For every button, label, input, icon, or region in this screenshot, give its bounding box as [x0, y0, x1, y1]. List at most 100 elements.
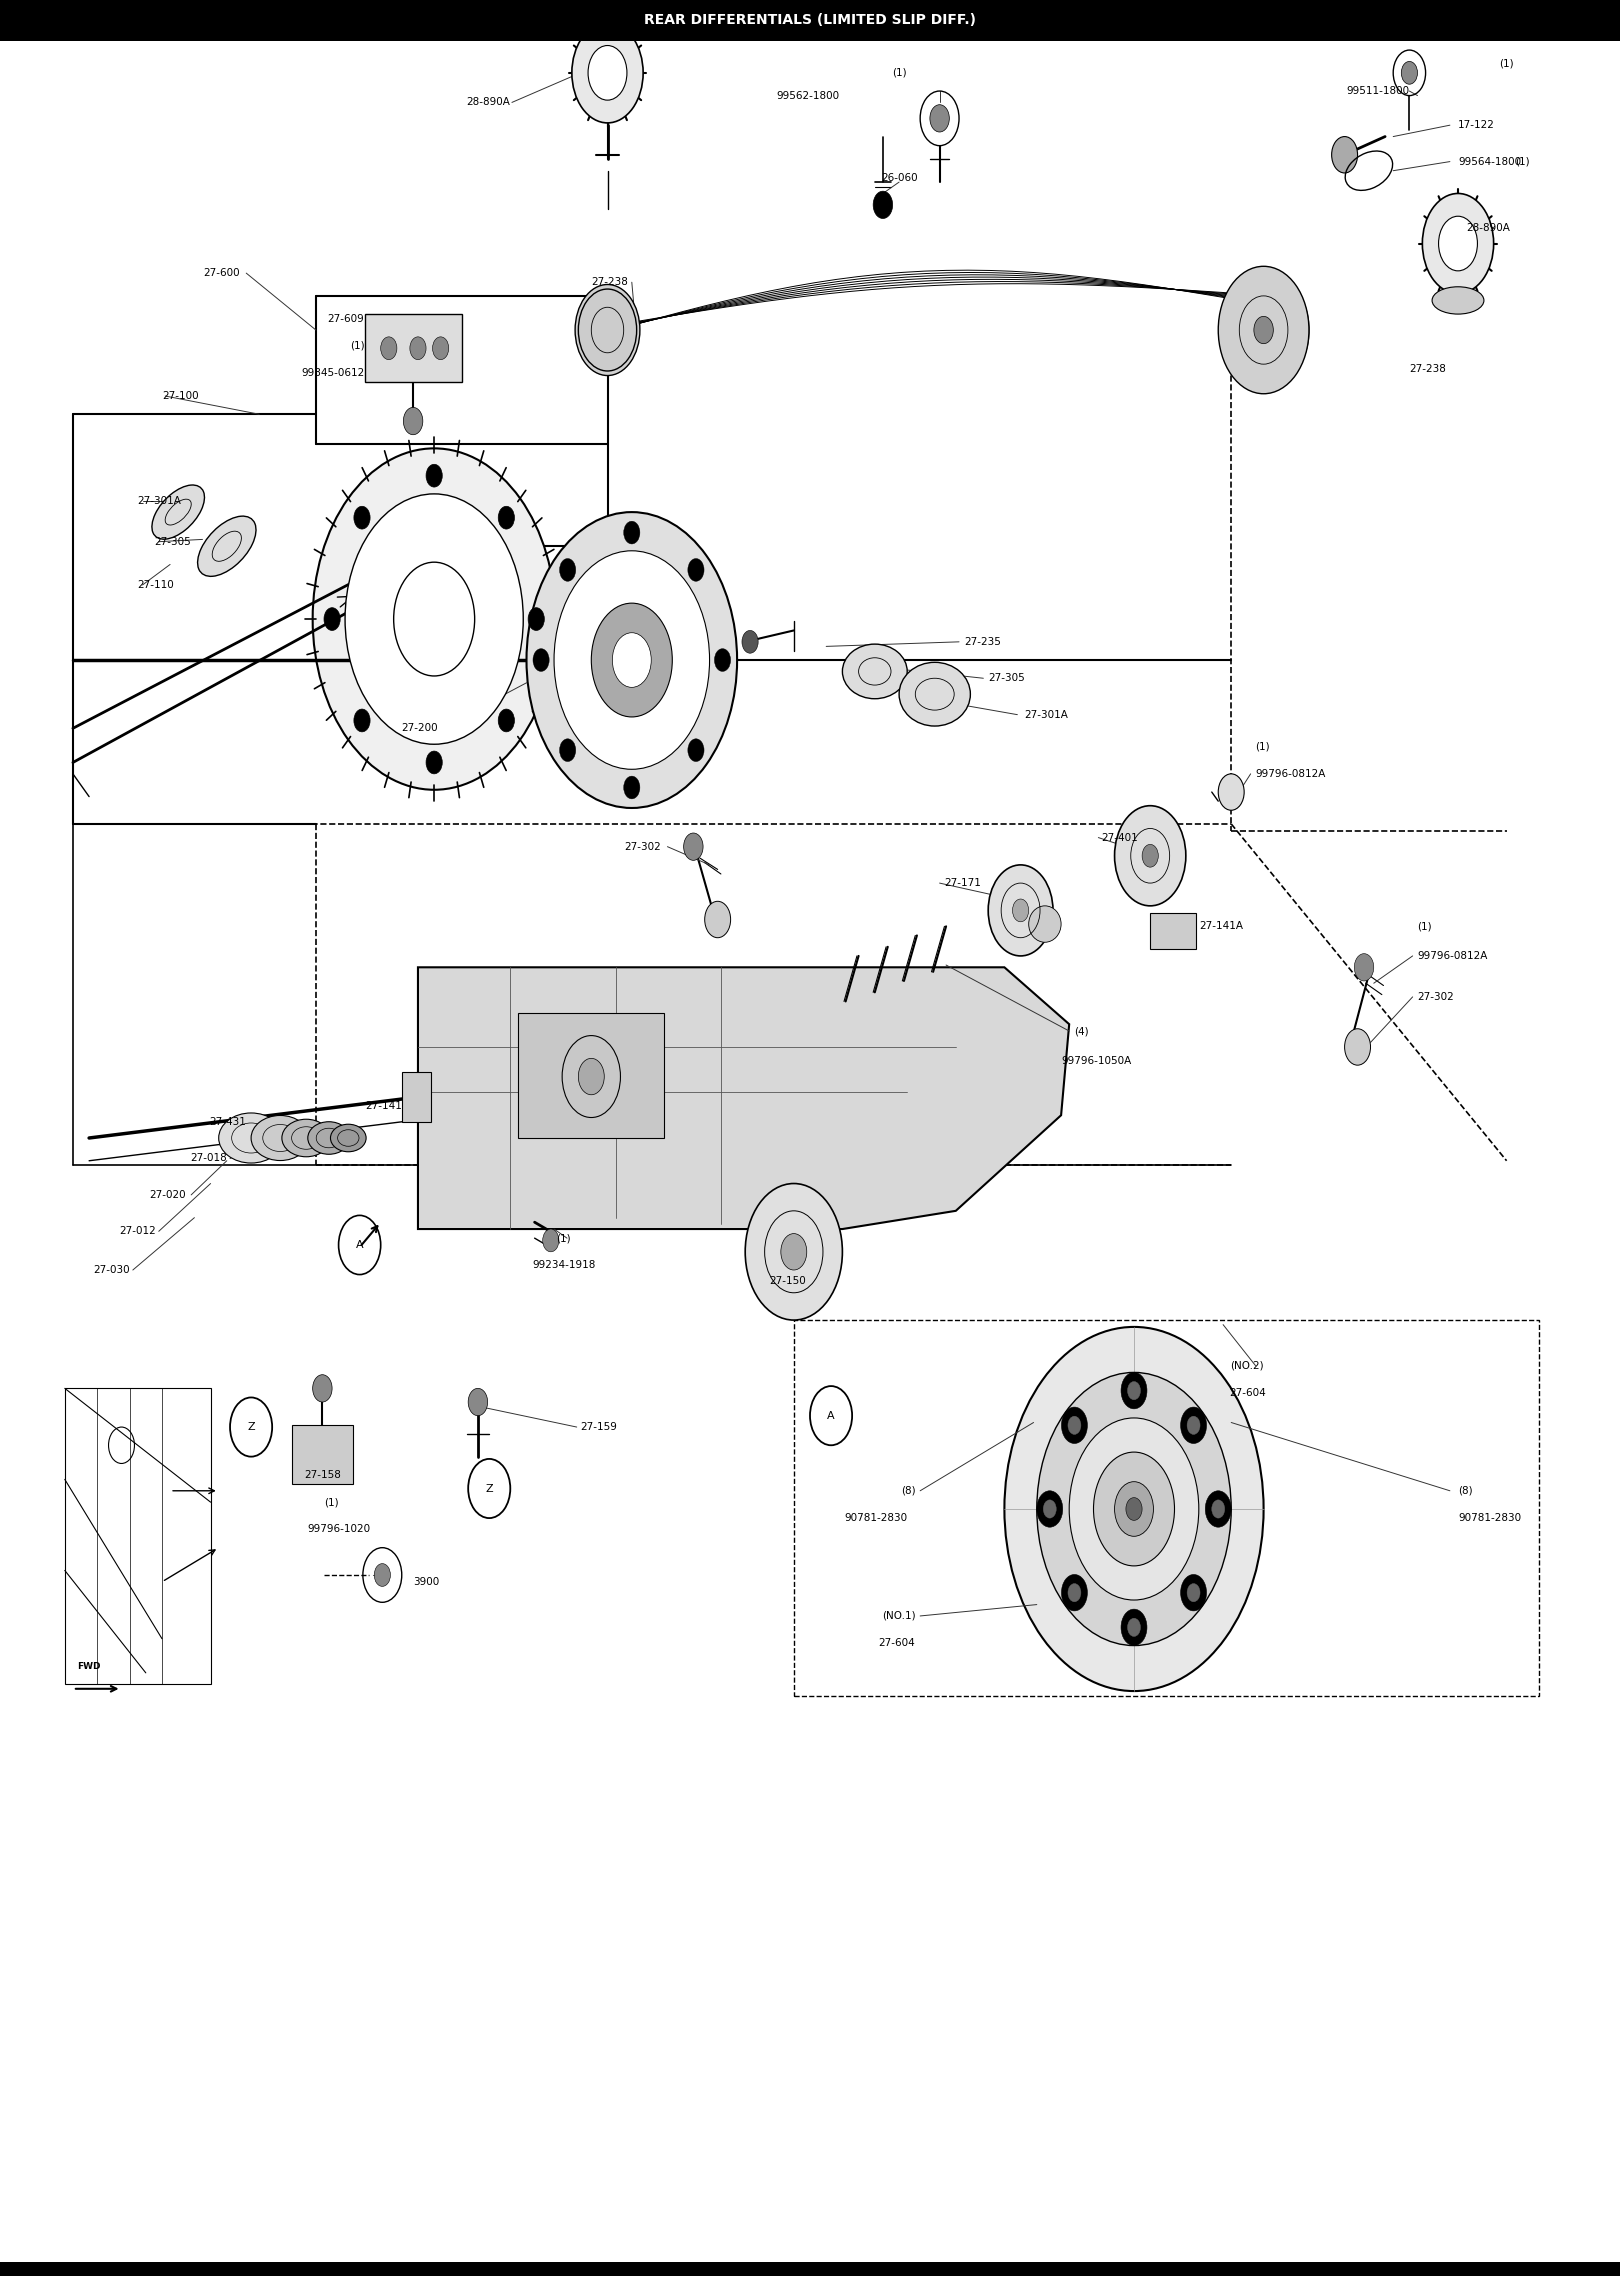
Text: 27-100: 27-100 [162, 391, 199, 401]
Text: 27-200: 27-200 [400, 724, 437, 733]
Circle shape [1439, 216, 1477, 271]
Text: (1): (1) [1256, 742, 1270, 751]
Text: 28-890A: 28-890A [1466, 223, 1510, 232]
Bar [1150, 913, 1196, 949]
Circle shape [1205, 1491, 1231, 1527]
Ellipse shape [899, 662, 970, 726]
Circle shape [1218, 774, 1244, 810]
Circle shape [543, 1229, 559, 1252]
Text: 27-305: 27-305 [154, 537, 191, 546]
Ellipse shape [282, 1120, 330, 1156]
Bar [518, 1013, 664, 1138]
Circle shape [528, 608, 544, 630]
Text: 26-060: 26-060 [881, 173, 917, 182]
Text: (4): (4) [1074, 1026, 1089, 1036]
Text: (1): (1) [350, 341, 364, 351]
Text: (1): (1) [1418, 922, 1432, 931]
Text: 27-600: 27-600 [202, 269, 240, 278]
Circle shape [313, 1375, 332, 1402]
Circle shape [1126, 1498, 1142, 1520]
Text: 28-890A: 28-890A [467, 98, 510, 107]
Circle shape [381, 337, 397, 360]
Bar [794, 1320, 1539, 1696]
Circle shape [499, 710, 515, 733]
Circle shape [1121, 1609, 1147, 1646]
Text: 99845-0612: 99845-0612 [301, 369, 364, 378]
Circle shape [324, 608, 340, 630]
Circle shape [781, 1234, 807, 1270]
Circle shape [1212, 1500, 1225, 1518]
Circle shape [1354, 954, 1374, 981]
Text: 27-238: 27-238 [1409, 364, 1447, 373]
Circle shape [499, 505, 515, 528]
Circle shape [1254, 316, 1273, 344]
Circle shape [1069, 1418, 1199, 1600]
Polygon shape [65, 1388, 211, 1684]
Circle shape [1061, 1575, 1087, 1611]
Ellipse shape [251, 1115, 309, 1161]
Text: 99796-1020: 99796-1020 [308, 1525, 371, 1534]
Text: 17-122: 17-122 [1458, 121, 1495, 130]
Circle shape [433, 337, 449, 360]
Text: 27-301A: 27-301A [1024, 710, 1068, 719]
Ellipse shape [308, 1122, 350, 1154]
Circle shape [688, 558, 705, 580]
Circle shape [578, 1058, 604, 1095]
Text: 99234-1918: 99234-1918 [531, 1261, 596, 1270]
Text: REAR DIFFERENTIALS (LIMITED SLIP DIFF.): REAR DIFFERENTIALS (LIMITED SLIP DIFF.) [645, 14, 975, 27]
Ellipse shape [330, 1124, 366, 1152]
Text: A: A [828, 1411, 834, 1420]
Circle shape [410, 337, 426, 360]
Circle shape [1187, 1584, 1200, 1602]
Text: (1): (1) [891, 68, 907, 77]
Text: 27-609: 27-609 [327, 314, 364, 323]
Circle shape [468, 1388, 488, 1416]
Text: 27-110: 27-110 [138, 580, 175, 589]
Circle shape [526, 512, 737, 808]
Circle shape [554, 551, 710, 769]
Circle shape [688, 740, 705, 762]
Text: Z: Z [486, 1484, 492, 1493]
Text: 27-030: 27-030 [92, 1265, 130, 1275]
Text: 27-141: 27-141 [364, 1102, 402, 1111]
Circle shape [1128, 1618, 1140, 1636]
Circle shape [988, 865, 1053, 956]
Circle shape [353, 505, 369, 528]
Circle shape [572, 23, 643, 123]
Text: 3900: 3900 [413, 1577, 439, 1586]
Text: 90781-2830: 90781-2830 [844, 1514, 907, 1523]
Text: 27-020: 27-020 [149, 1190, 186, 1199]
Circle shape [742, 630, 758, 653]
Circle shape [1043, 1500, 1056, 1518]
Circle shape [705, 901, 731, 938]
Ellipse shape [219, 1113, 284, 1163]
Bar [292, 1425, 353, 1484]
Ellipse shape [1029, 906, 1061, 942]
Circle shape [624, 776, 640, 799]
Circle shape [1037, 1491, 1063, 1527]
Circle shape [612, 633, 651, 687]
Circle shape [575, 284, 640, 376]
Circle shape [559, 740, 575, 762]
Circle shape [1181, 1575, 1207, 1611]
Text: 27-301A: 27-301A [138, 496, 181, 505]
Text: 27-604: 27-604 [1230, 1388, 1265, 1397]
Text: 27-238: 27-238 [591, 278, 629, 287]
Circle shape [559, 558, 575, 580]
Circle shape [591, 603, 672, 717]
Text: 99562-1800: 99562-1800 [776, 91, 839, 100]
Text: 99796-1050A: 99796-1050A [1061, 1056, 1131, 1065]
Circle shape [1218, 266, 1309, 394]
Circle shape [714, 649, 731, 671]
Circle shape [403, 407, 423, 435]
Circle shape [345, 494, 523, 744]
Circle shape [426, 751, 442, 774]
Circle shape [1068, 1416, 1081, 1434]
Text: 27-302: 27-302 [624, 842, 661, 851]
Circle shape [1181, 1407, 1207, 1443]
Circle shape [426, 464, 442, 487]
Text: 27-305: 27-305 [988, 674, 1025, 683]
Circle shape [684, 833, 703, 860]
Ellipse shape [198, 517, 256, 576]
Circle shape [353, 710, 369, 733]
